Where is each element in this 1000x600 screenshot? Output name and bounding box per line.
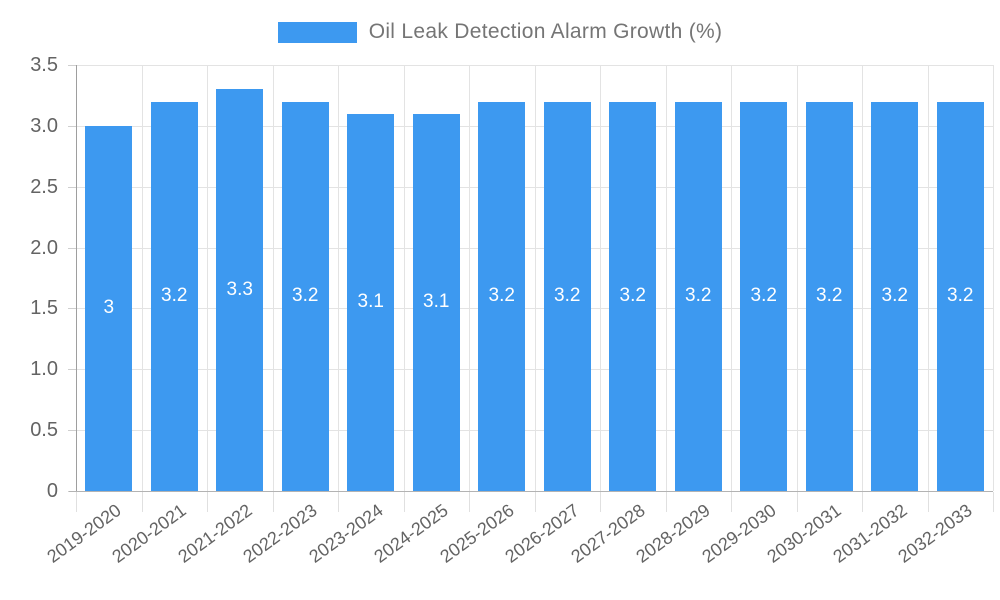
y-tick-mark [68, 430, 76, 432]
x-tick-mark [993, 492, 994, 512]
bar: 3.2 [674, 101, 722, 491]
bar-value-label: 3.2 [554, 285, 581, 307]
x-axis-baseline [69, 491, 993, 492]
legend-swatch [277, 21, 357, 43]
bar: 3.1 [412, 113, 460, 491]
x-gridline [796, 65, 798, 491]
bar-value-label: 3.2 [947, 285, 974, 307]
bar-value-label: 3.2 [488, 285, 515, 307]
y-tick-mark [68, 308, 76, 310]
x-tick-mark [403, 492, 405, 512]
y-axis-tick-label: 3.5 [30, 54, 58, 76]
x-gridline [469, 65, 470, 491]
x-gridline [993, 65, 994, 491]
bar: 3.1 [347, 113, 395, 491]
x-tick-mark [141, 492, 143, 512]
bar: 3.2 [740, 101, 788, 491]
bar: 3.2 [936, 101, 984, 491]
y-tick-mark [68, 247, 76, 249]
chart-legend: Oil Leak Detection Alarm Growth (%) [0, 20, 1000, 44]
y-tick-mark [68, 125, 76, 127]
bar: 3 [85, 125, 133, 491]
y-axis-line [76, 65, 77, 491]
y-axis-tick-label: 3.0 [30, 114, 58, 137]
x-gridline [731, 65, 732, 491]
x-tick-mark [600, 492, 601, 512]
legend-series-label: Oil Leak Detection Alarm Growth (%) [368, 20, 723, 43]
x-gridline [534, 65, 536, 491]
x-gridline [665, 65, 667, 491]
x-tick-mark [338, 492, 339, 512]
y-tick-mark [68, 65, 76, 66]
x-tick-mark [796, 492, 798, 512]
x-gridline [207, 65, 208, 491]
x-gridline [403, 65, 405, 491]
x-tick-mark [207, 492, 208, 512]
y-tick-mark [68, 186, 76, 188]
x-tick-mark [469, 492, 470, 512]
bar: 3.3 [216, 89, 264, 491]
x-gridline [141, 65, 143, 491]
bar: 3.2 [478, 101, 526, 491]
bar: 3.2 [150, 101, 198, 491]
y-tick-mark [68, 369, 76, 371]
x-tick-mark [272, 492, 274, 512]
x-gridline [862, 65, 863, 491]
x-tick-mark [665, 492, 667, 512]
bar: 3.2 [281, 101, 329, 491]
x-tick-mark [862, 492, 863, 512]
y-axis-tick-label: 1.5 [30, 297, 58, 320]
bar-value-label: 3.2 [685, 285, 712, 307]
bar-value-label: 3.2 [750, 285, 777, 307]
bar-value-label: 3.3 [226, 279, 253, 301]
bar-value-label: 3.1 [357, 291, 384, 313]
y-axis-tick-label: 1.0 [30, 358, 58, 381]
bar: 3.2 [609, 101, 657, 491]
bar-value-label: 3.2 [161, 285, 188, 307]
x-gridline [927, 65, 929, 491]
y-axis-tick-label: 2.5 [30, 175, 58, 198]
y-axis-tick-label: 0 [46, 480, 58, 502]
y-axis-tick-label: 2.0 [30, 236, 58, 259]
bar-value-label: 3.1 [423, 291, 450, 313]
bar: 3.2 [805, 101, 853, 491]
bar-value-label: 3.2 [816, 285, 843, 307]
x-gridline [338, 65, 339, 491]
x-gridline [272, 65, 274, 491]
x-tick-mark [927, 492, 929, 512]
bar: 3.2 [543, 101, 591, 491]
bar-value-label: 3 [103, 297, 115, 319]
x-tick-mark [731, 492, 732, 512]
bar: 3.2 [871, 101, 919, 491]
y-axis-tick-label: 0.5 [30, 419, 58, 442]
x-gridline [600, 65, 601, 491]
x-tick-mark [534, 492, 536, 512]
bar-value-label: 3.2 [881, 285, 908, 307]
x-tick-mark [76, 492, 77, 512]
bar-value-label: 3.2 [292, 285, 319, 307]
bar-value-label: 3.2 [619, 285, 646, 307]
